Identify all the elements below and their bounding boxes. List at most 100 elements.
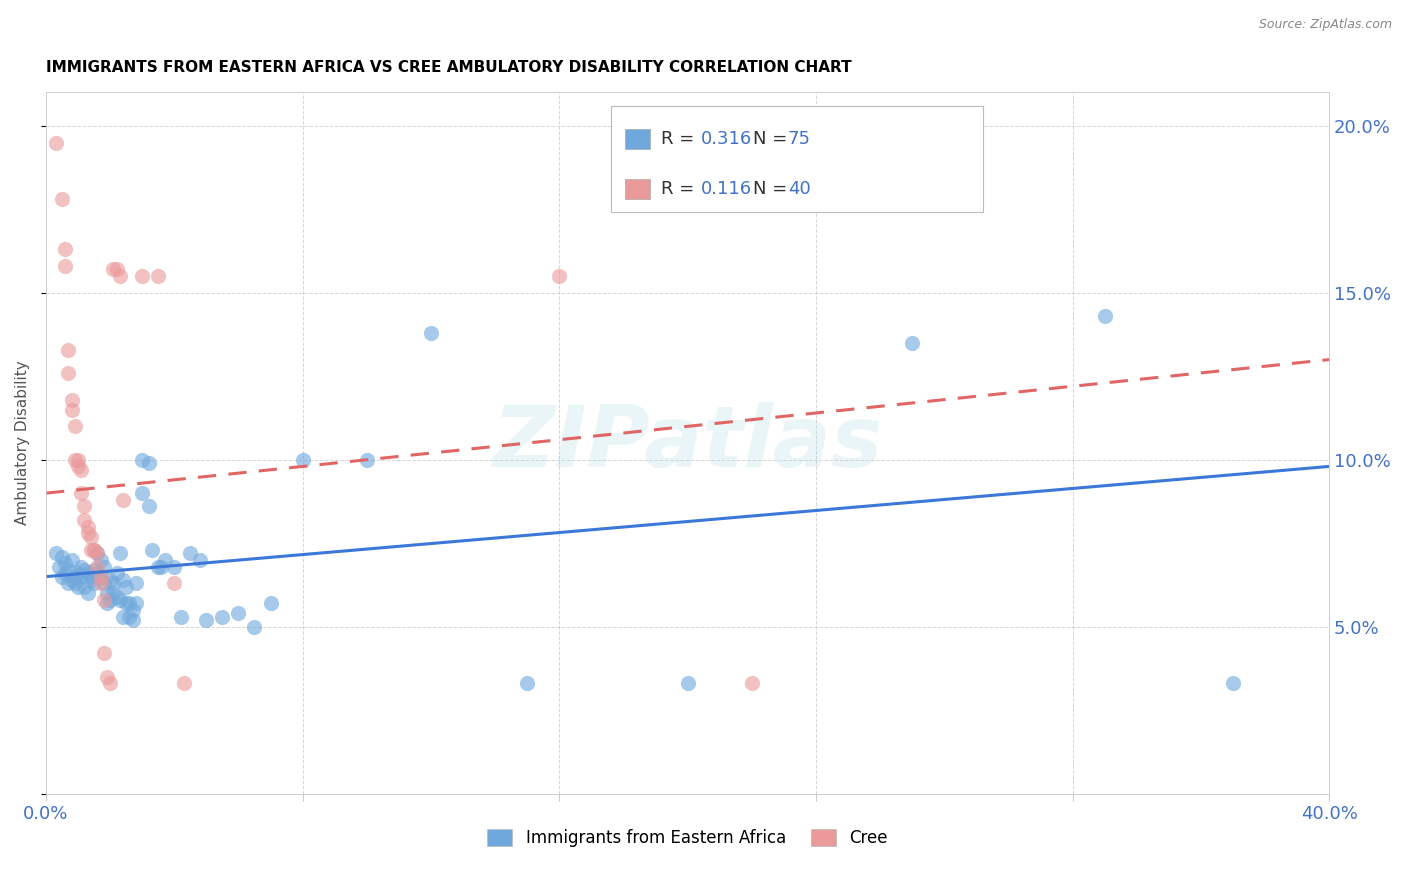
Point [58, 343, 80, 357]
Point [148, 559, 170, 574]
Point [60, 553, 83, 567]
Point [89, 576, 111, 591]
Point [163, 559, 186, 574]
Point [108, 269, 131, 284]
Point [105, 566, 128, 581]
Point [138, 500, 160, 514]
Point [53, 566, 76, 581]
Text: 0.316: 0.316 [700, 129, 752, 148]
Point [86, 559, 108, 574]
Point [741, 676, 763, 690]
Point [121, 603, 143, 617]
Text: Source: ZipAtlas.com: Source: ZipAtlas.com [1258, 18, 1392, 31]
Point [676, 676, 699, 690]
Text: 0.116: 0.116 [700, 180, 752, 198]
Point [111, 573, 134, 587]
Point [93, 647, 115, 661]
Point [51, 549, 73, 564]
Point [48, 559, 70, 574]
Point [138, 456, 160, 470]
Point [86, 546, 108, 560]
Point [163, 576, 186, 591]
Point [125, 576, 148, 591]
Point [51, 569, 73, 583]
Point [53, 243, 76, 257]
Point [228, 607, 250, 621]
Point [89, 569, 111, 583]
Point [51, 192, 73, 206]
Point [58, 563, 80, 577]
Point [105, 590, 128, 604]
Point [141, 542, 163, 557]
Point [67, 566, 90, 581]
Point [83, 576, 105, 591]
Point [1222, 676, 1244, 690]
Point [76, 519, 98, 533]
Point [188, 553, 211, 567]
Point [131, 269, 153, 284]
Point [89, 569, 111, 583]
Point [259, 596, 281, 610]
Point [111, 609, 134, 624]
Point [98, 593, 121, 607]
Point [80, 569, 103, 583]
Point [121, 613, 143, 627]
Point [125, 596, 148, 610]
Point [70, 559, 93, 574]
Point [96, 596, 118, 610]
Text: 40: 40 [787, 180, 810, 198]
Point [45, 136, 67, 150]
Point [63, 452, 86, 467]
Text: 75: 75 [787, 129, 811, 148]
Point [108, 546, 131, 560]
Point [70, 486, 93, 500]
Point [83, 563, 105, 577]
Point [67, 459, 90, 474]
Point [548, 269, 571, 284]
Point [63, 569, 86, 583]
Point [98, 573, 121, 587]
Point [1094, 309, 1116, 323]
Point [108, 593, 131, 607]
Point [105, 262, 128, 277]
Point [195, 613, 218, 627]
Point [63, 576, 86, 591]
Point [63, 419, 86, 434]
Point [179, 546, 201, 560]
Point [291, 452, 314, 467]
Point [98, 676, 121, 690]
Text: N =: N = [752, 180, 793, 198]
Point [60, 573, 83, 587]
Point [76, 586, 98, 600]
Point [73, 500, 96, 514]
Point [103, 576, 125, 591]
Point [86, 546, 108, 560]
Text: R =: R = [661, 129, 700, 148]
Point [173, 676, 195, 690]
Point [111, 492, 134, 507]
Text: N =: N = [752, 129, 793, 148]
Point [67, 580, 90, 594]
Point [70, 463, 93, 477]
Point [243, 620, 266, 634]
Point [80, 530, 103, 544]
Point [93, 576, 115, 591]
Point [118, 609, 141, 624]
Point [419, 326, 441, 340]
Point [58, 576, 80, 591]
Point [153, 553, 176, 567]
Point [516, 676, 538, 690]
Point [53, 556, 76, 570]
Point [76, 566, 98, 581]
Point [70, 569, 93, 583]
Y-axis label: Ambulatory Disability: Ambulatory Disability [15, 360, 30, 525]
Text: IMMIGRANTS FROM EASTERN AFRICA VS CREE AMBULATORY DISABILITY CORRELATION CHART: IMMIGRANTS FROM EASTERN AFRICA VS CREE A… [46, 60, 852, 75]
Point [58, 366, 80, 380]
Legend: Immigrants from Eastern Africa, Cree: Immigrants from Eastern Africa, Cree [479, 821, 896, 855]
Point [89, 553, 111, 567]
Point [103, 586, 125, 600]
Point [901, 335, 924, 350]
Point [53, 259, 76, 273]
Point [170, 609, 193, 624]
Point [86, 566, 108, 581]
